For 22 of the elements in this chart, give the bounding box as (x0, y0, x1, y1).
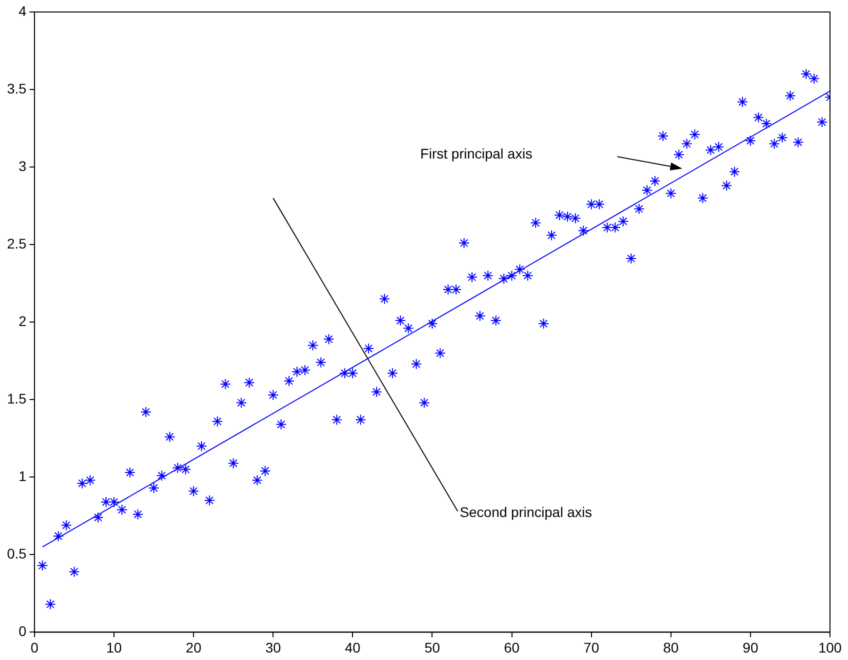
x-tick-label: 80 (663, 639, 679, 656)
annotation: First principal axis (420, 146, 532, 162)
x-tick-label: 30 (265, 639, 282, 656)
x-tick-label: 20 (186, 639, 202, 656)
x-tick-label: 90 (742, 639, 758, 656)
x-tick-label: 0 (30, 639, 39, 656)
y-tick-label: 1.5 (6, 390, 27, 406)
y-tick-label: 0.5 (6, 546, 27, 562)
x-tick-label: 100 (818, 639, 842, 656)
y-tick-label: 2 (18, 312, 27, 329)
y-tick-label: 4 (18, 2, 27, 19)
x-tick-label: 40 (344, 639, 361, 656)
y-tick-label: 1 (18, 468, 27, 484)
y-tick-label: 0 (18, 623, 27, 640)
y-tick-label: 3 (18, 158, 27, 174)
x-tick-label: 10 (106, 639, 122, 656)
x-tick-label: 50 (424, 639, 440, 656)
x-tick-label: 70 (584, 639, 600, 656)
annotation: Second principal axis (460, 504, 592, 520)
y-tick-label: 2.5 (6, 235, 27, 252)
y-tick-label: 3.5 (6, 80, 27, 96)
x-tick-label: 60 (504, 639, 520, 656)
